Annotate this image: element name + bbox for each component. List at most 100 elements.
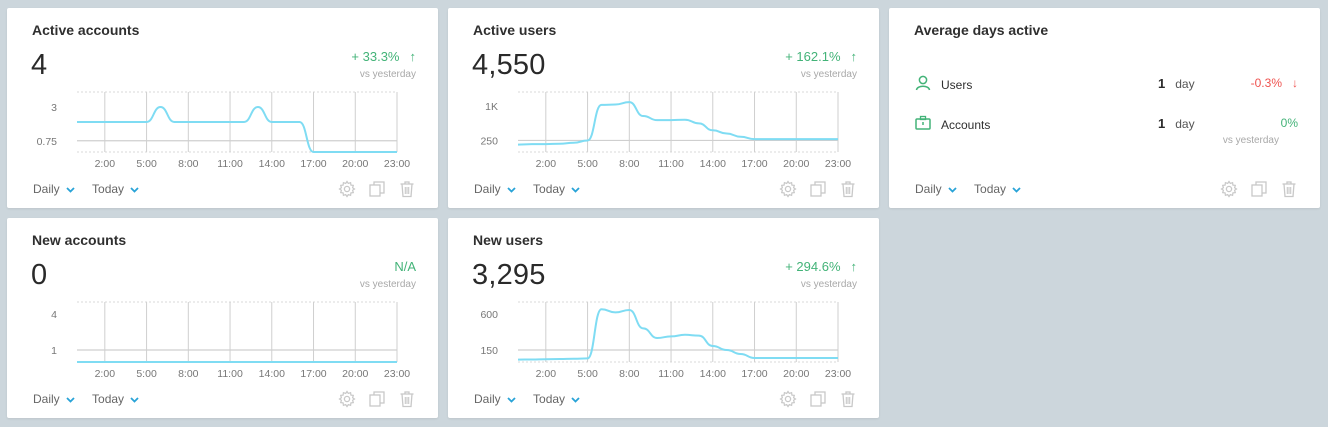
granularity-dropdown[interactable]: Daily xyxy=(33,392,75,406)
chevron-down-icon xyxy=(130,182,139,196)
duplicate-icon[interactable] xyxy=(1250,180,1268,198)
delta-badge: + 294.6% ↑ xyxy=(785,259,857,274)
x-tick-label: 11:00 xyxy=(217,368,243,380)
range-label: Today xyxy=(92,392,125,406)
arrow-up-icon: ↑ xyxy=(409,49,417,64)
range-label: Today xyxy=(92,182,125,196)
y-tick-label: 250 xyxy=(480,135,498,147)
row-delta: -0.3% ↓ xyxy=(1250,76,1298,90)
avg-row-users: Users xyxy=(915,75,972,94)
card-active-accounts: Active accounts 4 + 33.3% ↑ vs yesterday … xyxy=(7,8,438,208)
x-tick-label: 20:00 xyxy=(783,158,809,170)
granularity-dropdown[interactable]: Daily xyxy=(33,182,75,196)
gear-icon[interactable] xyxy=(779,180,797,198)
card-title: Active users xyxy=(473,22,557,38)
chevron-down-icon xyxy=(507,182,516,196)
x-tick-label: 11:00 xyxy=(658,158,684,170)
range-dropdown[interactable]: Today xyxy=(92,182,139,196)
x-tick-label: 20:00 xyxy=(783,368,809,380)
duplicate-icon[interactable] xyxy=(809,180,827,198)
chevron-down-icon xyxy=(66,392,75,406)
x-tick-label: 23:00 xyxy=(825,368,851,380)
row-label: Users xyxy=(941,77,973,92)
x-tick-label: 20:00 xyxy=(342,368,368,380)
granularity-label: Daily xyxy=(33,392,60,406)
x-tick-label: 8:00 xyxy=(178,368,199,380)
x-tick-label: 17:00 xyxy=(300,368,326,380)
vs-label: vs yesterday xyxy=(800,69,857,80)
duplicate-icon[interactable] xyxy=(368,390,386,408)
x-tick-label: 14:00 xyxy=(700,158,726,170)
range-dropdown[interactable]: Today xyxy=(533,392,580,406)
line-chart: 2:00 5:00 8:00 11:00 14:00 17:00 20:00 23:00 600… xyxy=(480,301,851,380)
card-title: Average days active xyxy=(914,22,1049,38)
x-tick-label: 17:00 xyxy=(741,158,767,170)
x-tick-label: 23:00 xyxy=(384,158,410,170)
y-tick-label: 600 xyxy=(480,309,498,321)
metric-value: 4,550 xyxy=(472,49,546,81)
delta-text: + 33.3% xyxy=(351,49,400,64)
trash-icon[interactable] xyxy=(839,390,857,408)
trash-icon[interactable] xyxy=(398,390,416,408)
x-tick-label: 11:00 xyxy=(658,368,684,380)
arrow-down-icon: ↓ xyxy=(1292,76,1298,90)
x-tick-label: 8:00 xyxy=(619,368,640,380)
row-delta: 0% xyxy=(1280,116,1298,130)
gear-icon[interactable] xyxy=(1220,180,1238,198)
range-dropdown[interactable]: Today xyxy=(533,182,580,196)
metric-value: 4 xyxy=(31,49,48,81)
range-label: Today xyxy=(533,392,566,406)
user-icon xyxy=(915,75,931,94)
duplicate-icon[interactable] xyxy=(809,390,827,408)
y-tick-label: 0.75 xyxy=(37,136,58,148)
chevron-down-icon xyxy=(507,392,516,406)
delta-text: + 294.6% xyxy=(785,259,841,274)
card-title: Active accounts xyxy=(32,22,140,38)
duplicate-icon[interactable] xyxy=(368,180,386,198)
granularity-label: Daily xyxy=(33,182,60,196)
line-chart: 2:00 5:00 8:00 11:00 14:00 17:00 20:00 23:00 4 1 xyxy=(51,301,410,380)
granularity-dropdown[interactable]: Daily xyxy=(915,182,957,196)
metric-value: 0 xyxy=(31,259,48,291)
trash-icon[interactable] xyxy=(398,180,416,198)
x-tick-label: 17:00 xyxy=(741,368,767,380)
delta-badge: N/A xyxy=(394,259,416,274)
chevron-down-icon xyxy=(130,392,139,406)
card-actions xyxy=(1220,180,1298,198)
range-dropdown[interactable]: Today xyxy=(974,182,1021,196)
gear-icon[interactable] xyxy=(338,180,356,198)
series-line xyxy=(77,105,397,153)
arrow-up-icon: ↑ xyxy=(850,49,858,64)
range-label: Today xyxy=(974,182,1007,196)
granularity-dropdown[interactable]: Daily xyxy=(474,182,516,196)
card-title: New users xyxy=(473,232,544,248)
metric-value: 3,295 xyxy=(472,259,546,291)
x-tick-label: 20:00 xyxy=(342,158,368,170)
x-tick-label: 5:00 xyxy=(136,368,157,380)
chevron-down-icon xyxy=(571,182,580,196)
gear-icon[interactable] xyxy=(779,390,797,408)
card-new-accounts: New accounts 0 N/A vs yesterday 2:00 5:00… xyxy=(7,218,438,418)
chevron-down-icon xyxy=(948,182,957,196)
y-tick-label: 3 xyxy=(51,102,57,114)
x-tick-label: 5:00 xyxy=(577,368,598,380)
granularity-label: Daily xyxy=(474,182,501,196)
x-tick-label: 2:00 xyxy=(95,158,116,170)
y-tick-label: 1K xyxy=(485,101,498,113)
chevron-down-icon xyxy=(571,392,580,406)
granularity-dropdown[interactable]: Daily xyxy=(474,392,516,406)
trash-icon[interactable] xyxy=(1280,180,1298,198)
x-tick-label: 5:00 xyxy=(136,158,157,170)
line-chart: 2:00 5:00 8:00 11:00 14:00 17:00 20:00 23:00 1K 2… xyxy=(480,91,851,170)
arrow-up-icon: ↑ xyxy=(850,259,858,274)
x-tick-label: 23:00 xyxy=(825,158,851,170)
x-tick-label: 8:00 xyxy=(619,158,640,170)
x-tick-label: 14:00 xyxy=(259,368,285,380)
card-actions xyxy=(779,180,857,198)
trash-icon[interactable] xyxy=(839,180,857,198)
card-actions xyxy=(338,390,416,408)
range-dropdown[interactable]: Today xyxy=(92,392,139,406)
gear-icon[interactable] xyxy=(338,390,356,408)
x-tick-label: 17:00 xyxy=(300,158,326,170)
delta-text: + 162.1% xyxy=(785,49,841,64)
